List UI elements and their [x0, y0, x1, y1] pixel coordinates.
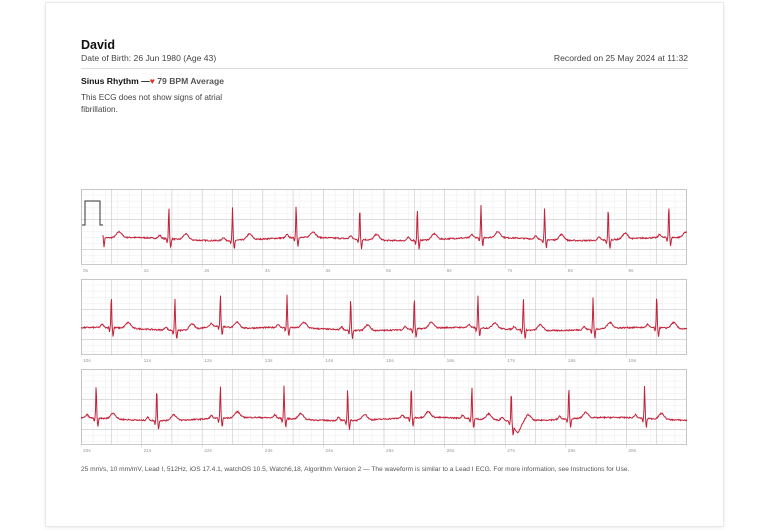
- time-label: 22s: [204, 448, 212, 454]
- recorded-timestamp: Recorded on 25 May 2024 at 11:32: [553, 53, 688, 63]
- time-label: 14s: [325, 358, 333, 364]
- time-label: 1s: [144, 268, 150, 274]
- ecg-trace: [81, 294, 687, 339]
- ecg-strip-2-graph: 10s 11s 12s 13s 14s 15s 16s 17s 18s 19s: [81, 279, 687, 364]
- time-label: 17s: [507, 358, 515, 364]
- classification-label: Sinus Rhythm: [81, 76, 139, 86]
- result-summary: This ECG does not show signs of atrial f…: [81, 93, 223, 114]
- ecg-strip-1-graph: 0s 1s 2s 3s 4s 5s 6s 7s 8s 9s: [81, 189, 687, 274]
- time-label: 0s: [83, 268, 89, 274]
- time-label: 7s: [507, 268, 513, 274]
- calibration-pulse: [82, 200, 103, 226]
- average-bpm: 79 BPM Average: [157, 76, 224, 86]
- time-label: 21s: [144, 448, 152, 454]
- ecg-strip-2: 10s 11s 12s 13s 14s 15s 16s 17s 18s 19s: [81, 279, 687, 367]
- recording-details-footnote: 25 mm/s, 10 mm/mV, Lead I, 512Hz, iOS 17…: [81, 466, 630, 473]
- time-label: 11s: [144, 358, 152, 364]
- classification-dash: —: [141, 76, 150, 86]
- time-label: 4s: [325, 268, 331, 274]
- time-label: 10s: [83, 358, 91, 364]
- heart-icon: ♥: [149, 76, 155, 86]
- time-label: 24s: [325, 448, 333, 454]
- time-label: 13s: [265, 358, 273, 364]
- ecg-grid-border: [81, 189, 687, 265]
- ecg-strip-3-graph: 20s 21s 22s 23s 24s 25s 26s 27s 28s 29s: [81, 369, 687, 454]
- time-label: 28s: [568, 448, 576, 454]
- time-label: 20s: [83, 448, 91, 454]
- time-label: 3s: [265, 268, 271, 274]
- time-label: 18s: [568, 358, 576, 364]
- time-label: 23s: [265, 448, 273, 454]
- ecg-grid-border: [81, 369, 687, 445]
- time-label: 8s: [568, 268, 574, 274]
- time-label: 2s: [204, 268, 210, 274]
- time-label: 26s: [447, 448, 455, 454]
- time-label: 6s: [447, 268, 453, 274]
- ecg-trace: [102, 205, 687, 250]
- time-label: 9s: [628, 268, 634, 274]
- ecg-grid-border: [81, 279, 687, 355]
- time-label: 25s: [386, 448, 394, 454]
- date-of-birth: Date of Birth: 26 Jun 1980 (Age 43): [81, 53, 217, 63]
- time-label: 27s: [507, 448, 515, 454]
- time-label: 12s: [204, 358, 212, 364]
- time-label: 15s: [386, 358, 394, 364]
- time-label: 16s: [447, 358, 455, 364]
- time-label: 19s: [628, 358, 636, 364]
- classification-line: Sinus Rhythm —♥ 79 BPM Average: [81, 76, 224, 86]
- time-label: 5s: [386, 268, 392, 274]
- time-label: 29s: [628, 448, 636, 454]
- ecg-trace: [81, 385, 687, 436]
- header-divider: [81, 68, 688, 69]
- ecg-strip-1: 0s 1s 2s 3s 4s 5s 6s 7s 8s 9s: [81, 189, 687, 277]
- ecg-strip-3: 20s 21s 22s 23s 24s 25s 26s 27s 28s 29s: [81, 369, 687, 457]
- patient-name: David: [81, 38, 116, 52]
